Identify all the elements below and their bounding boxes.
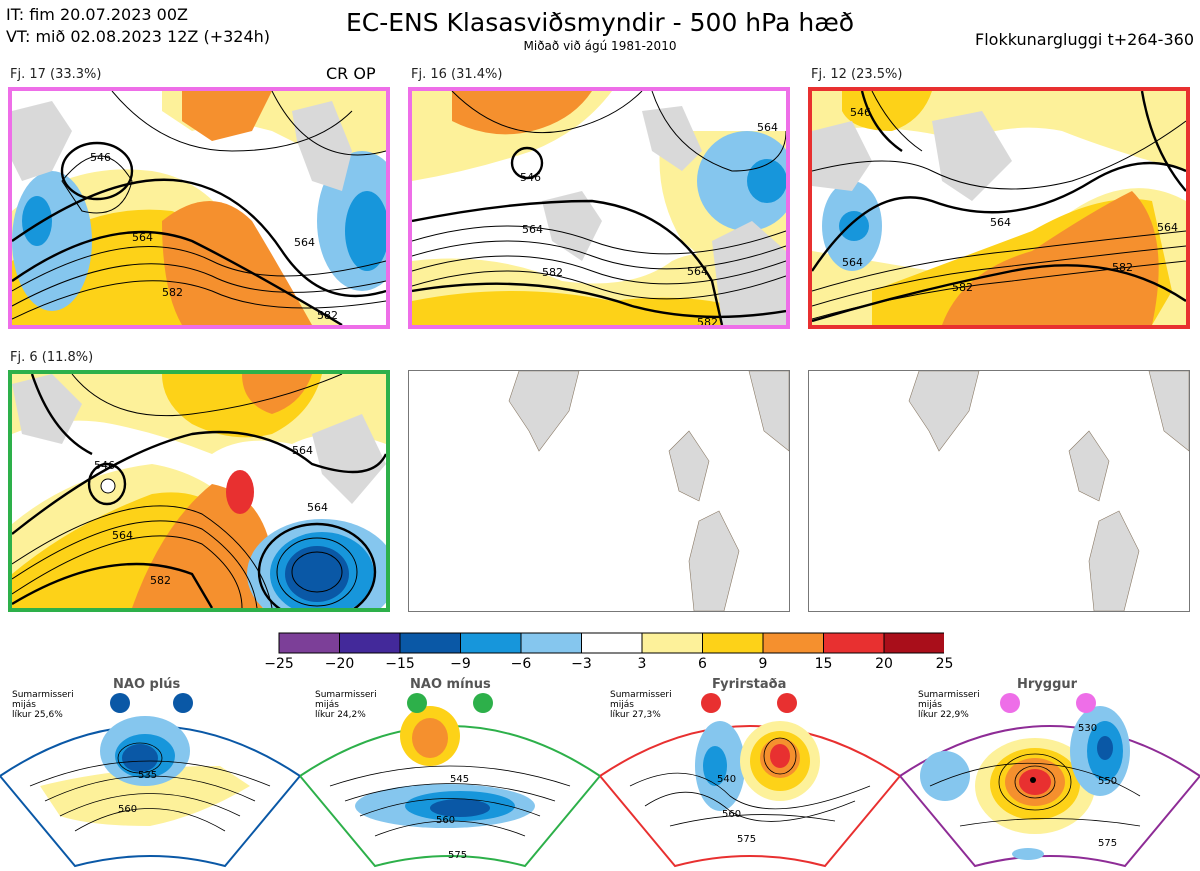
contour-label: 546 [520, 171, 541, 184]
contour-label: 560 [722, 809, 741, 820]
contour-label: 582 [697, 316, 718, 325]
cluster-1-label: Fj. 17 (33.3%) [10, 67, 102, 82]
contour-label: 540 [717, 774, 736, 785]
colorbar-segment [460, 632, 522, 654]
cluster-4-label: Fj. 6 (11.8%) [10, 350, 94, 365]
contour-label: 575 [1098, 838, 1117, 849]
regime-name: Fyrirstaða [712, 677, 787, 692]
colorbar-tick-label: 20 [875, 656, 893, 672]
colorbar-segment [702, 632, 764, 654]
empty-cluster-map-1 [408, 370, 790, 612]
regime-season: Sumarmisseri mijás líkur 24,2% [315, 690, 377, 720]
contour-label: 564 [522, 223, 543, 236]
colorbar-tick-label: −15 [385, 656, 415, 672]
colorbar-tick-label: −3 [571, 656, 592, 672]
contour-label: 582 [162, 286, 183, 299]
regime-blocking: Fyrirstaða Sumarmisseri mijás líkur 27,3% … [600, 676, 900, 871]
contour-label: 575 [448, 850, 467, 861]
contour-label: 564 [842, 256, 863, 269]
contour-label: 530 [1078, 723, 1097, 734]
colorbar-segment [278, 632, 340, 654]
colorbar-tick-label: −9 [450, 656, 471, 672]
contour-label: 545 [450, 774, 469, 785]
contour-label: 564 [294, 236, 315, 249]
contour-label: 564 [132, 231, 153, 244]
contour-label: 564 [1157, 221, 1178, 234]
regime-season: Sumarmisseri mijás líkur 27,3% [610, 690, 672, 720]
colorbar-segment [883, 632, 944, 654]
colorbar-segment [399, 632, 461, 654]
contour-label: 560 [436, 815, 455, 826]
page-title: EC-ENS Klasasviðsmyndir - 500 hPa hæð [345, 8, 855, 37]
cluster-map-3[interactable]: 546 564 564 564 582 582 [808, 87, 1190, 329]
contour-label: 564 [112, 529, 133, 542]
colorbar-tick-label: 15 [814, 656, 833, 672]
contour-label: 582 [317, 309, 338, 322]
contour-label: 582 [542, 266, 563, 279]
colorbar-tick-label: −25 [264, 656, 294, 672]
colorbar-segment [339, 632, 401, 654]
colorbar-segment [641, 632, 703, 654]
empty-cluster-map-2 [808, 370, 1190, 612]
cluster-map-1[interactable]: 546 564 582 582 564 [8, 87, 390, 329]
regime-name: NAO plús [113, 677, 181, 692]
regime-season: Sumarmisseri mijás líkur 25,6% [12, 690, 74, 720]
contour-label: 535 [138, 770, 157, 781]
regime-ridge: Hryggur Sumarmisseri mijás líkur 22,9% 530… [900, 676, 1200, 871]
colorbar-segment [520, 632, 582, 654]
contour-label: 564 [687, 265, 708, 278]
colorbar-tick-label: 25 [935, 656, 954, 672]
colorbar-tick-label: 3 [637, 656, 647, 672]
colorbar-tick-label: 6 [698, 656, 707, 672]
colorbar-tick-label: 9 [758, 656, 768, 672]
contour-label: 564 [990, 216, 1011, 229]
colorbar-tick-label: −6 [510, 656, 532, 672]
contour-label: 582 [952, 281, 973, 294]
contour-label: 582 [1112, 261, 1133, 274]
header-info: IT: fim 20.07.2023 00Z VT: mið 02.08.202… [6, 4, 270, 48]
contour-label: 564 [757, 121, 778, 134]
initial-time: IT: fim 20.07.2023 00Z [6, 5, 188, 24]
regime-nao-plus: NAO plús Sumarmisseri mijás líkur 25,6% 53… [0, 676, 300, 871]
contour-label: 564 [292, 444, 313, 457]
cluster-2-label: Fj. 16 (31.4%) [411, 67, 503, 82]
regime-season: Sumarmisseri mijás líkur 22,9% [918, 690, 980, 720]
colorbar-segment [762, 632, 824, 654]
contour-label: 575 [737, 834, 756, 845]
colorbar [278, 632, 944, 654]
contour-label: 546 [850, 106, 871, 119]
colorbar-segment [581, 632, 643, 654]
contour-label: 546 [90, 151, 111, 164]
classification-window: Flokkunargluggi t+264-360 [975, 30, 1194, 49]
cluster-map-2[interactable]: 546 564 564 582 582 564 [408, 87, 790, 329]
regime-name: Hryggur [1017, 677, 1078, 692]
regime-nao-minus: NAO mínus Sumarmisseri mijás líkur 24,2% 5… [300, 676, 600, 871]
contour-label: 550 [1098, 776, 1117, 787]
regime-name: NAO mínus [410, 677, 491, 692]
contour-label: 546 [94, 459, 115, 472]
cluster-map-4[interactable]: 546 564 564 564 582 [8, 370, 390, 612]
cluster-1-tag: CR OP [326, 64, 376, 83]
colorbar-segment [823, 632, 885, 654]
page-subtitle: Miðað við ágú 1981-2010 [523, 39, 677, 53]
cluster-3-label: Fj. 12 (23.5%) [811, 67, 903, 82]
colorbar-tick-label: −20 [324, 656, 355, 672]
contour-label: 582 [150, 574, 171, 587]
valid-time: VT: mið 02.08.2023 12Z (+324h) [6, 27, 271, 46]
contour-label: 560 [118, 804, 137, 815]
contour-label: 564 [307, 501, 328, 514]
